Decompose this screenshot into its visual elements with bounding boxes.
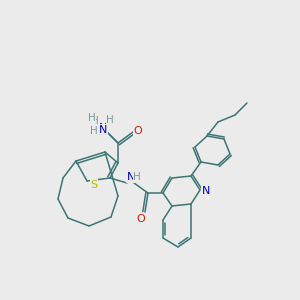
Text: O: O xyxy=(136,214,146,224)
Text: O: O xyxy=(134,126,142,136)
Text: N: N xyxy=(99,125,107,135)
Text: H: H xyxy=(88,113,96,123)
Text: H: H xyxy=(90,126,98,136)
Text: H: H xyxy=(91,116,99,126)
Text: S: S xyxy=(90,180,98,190)
Text: N: N xyxy=(99,123,107,133)
Text: N: N xyxy=(202,186,210,196)
Text: N: N xyxy=(127,172,135,182)
Text: H: H xyxy=(106,115,114,125)
Text: H: H xyxy=(133,172,141,182)
